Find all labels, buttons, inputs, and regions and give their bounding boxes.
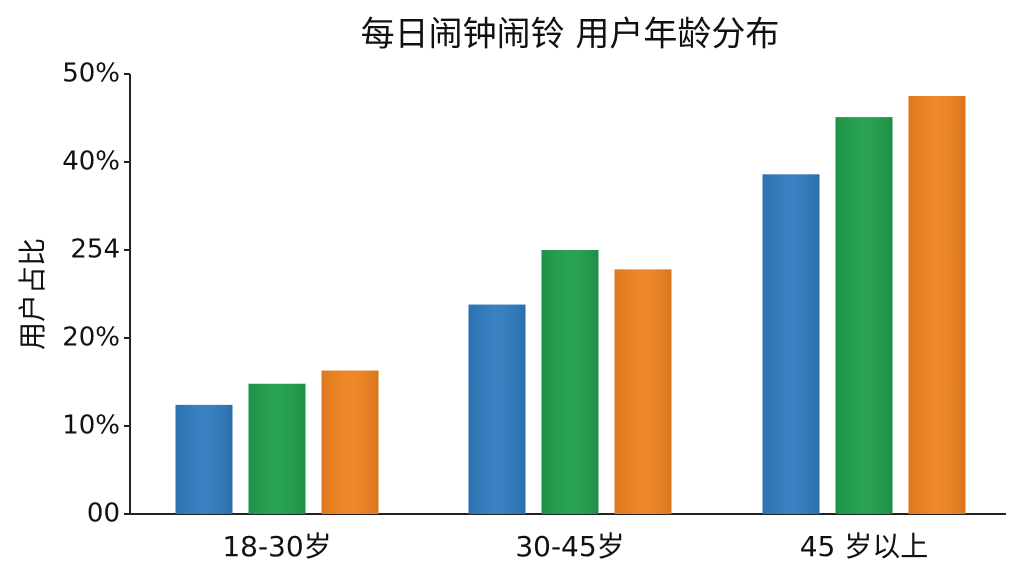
bar-shade: [614, 269, 672, 514]
chart-title: 每日闹钟闹铃 用户年龄分布: [361, 15, 780, 55]
bar-shade: [762, 174, 820, 514]
y-tick-label: 40%: [62, 147, 120, 177]
bar-shade: [541, 250, 599, 514]
bar-shade: [321, 370, 379, 514]
bar-shade: [908, 96, 966, 514]
y-tick-label: 00: [87, 499, 120, 529]
y-tick-label: 50%: [62, 59, 120, 89]
bar-shade: [468, 304, 526, 514]
bar-shade: [175, 404, 233, 514]
x-tick-label: 30-45岁: [515, 530, 624, 563]
y-tick-label: 10%: [62, 411, 120, 441]
y-tick-label: 20%: [62, 323, 120, 353]
bar-shade: [248, 383, 306, 514]
y-tick-label: 254: [70, 235, 120, 265]
x-tick-label: 18-30岁: [222, 530, 331, 563]
y-axis-label: 用户占比: [16, 238, 49, 350]
bar-shade: [835, 117, 893, 515]
x-tick-label: 45 岁以上: [800, 530, 929, 563]
